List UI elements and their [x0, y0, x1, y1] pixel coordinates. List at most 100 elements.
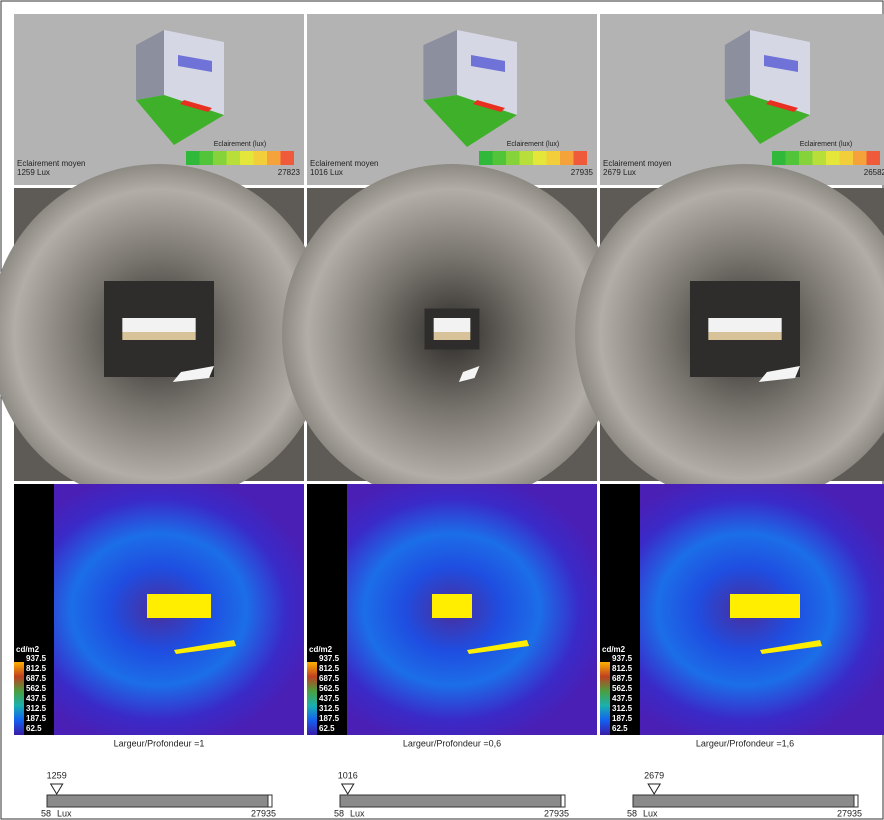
slider-unit: Lux	[57, 808, 72, 818]
slider-value: 2679	[644, 770, 664, 780]
room-floor	[724, 95, 810, 144]
colorbar-tick: 562.5	[26, 684, 47, 693]
colorbar-tick: 312.5	[26, 704, 47, 713]
window-luminance	[432, 594, 472, 618]
legend-cell	[812, 151, 826, 165]
room-sunpatch	[180, 100, 212, 112]
legend-cell	[533, 151, 547, 165]
colorbar-tick: 937.5	[319, 654, 340, 663]
slider-end	[853, 794, 859, 808]
legend-cell	[186, 151, 200, 165]
colorbar-unit: cd/m2	[602, 645, 626, 654]
legend-cell	[267, 151, 281, 165]
legend-cell	[199, 151, 213, 165]
window-light	[708, 318, 782, 332]
scale-max: 26582	[864, 168, 884, 177]
slider-max: 27935	[544, 808, 569, 818]
scale-max: 27823	[278, 168, 301, 177]
slider-min: 58	[41, 808, 51, 818]
colorbar	[307, 662, 317, 735]
room-wall	[423, 30, 457, 100]
slider-min: 58	[334, 808, 344, 818]
colorbar-tick: 437.5	[26, 694, 47, 703]
colorbar-tick: 812.5	[26, 664, 47, 673]
legend-cell	[213, 151, 227, 165]
average-value: 1016 Lux	[310, 168, 343, 177]
slider-bar	[339, 794, 566, 808]
legend-cell	[479, 151, 493, 165]
window-light	[433, 318, 471, 332]
window-luminance	[730, 594, 800, 618]
colorbar-tick: 312.5	[612, 704, 633, 713]
room-wall	[164, 30, 224, 115]
legend-cell	[826, 151, 840, 165]
legend-cell	[519, 151, 533, 165]
window-light	[122, 318, 196, 332]
room-sunpatch	[766, 100, 798, 112]
colorbar-tick: 687.5	[26, 674, 47, 683]
slider-max: 27935	[837, 808, 862, 818]
room-window	[764, 55, 798, 72]
average-label: Eclairement moyen	[603, 159, 671, 168]
legend-cell	[253, 151, 267, 165]
window-sill	[708, 332, 782, 340]
scale-title: Eclairement (lux)	[800, 141, 853, 148]
legend-cell	[492, 151, 506, 165]
caption: Largeur/Profondeur =1	[114, 738, 205, 748]
legend-cell	[506, 151, 520, 165]
colorbar-unit: cd/m2	[309, 645, 333, 654]
colorbar-tick: 687.5	[612, 674, 633, 683]
legend-cell	[573, 151, 587, 165]
room-wall	[136, 30, 164, 100]
legend-cell	[799, 151, 813, 165]
legend-cell	[240, 151, 254, 165]
legend-cell	[839, 151, 853, 165]
legend-cell	[853, 151, 867, 165]
colorbar-tick: 812.5	[319, 664, 340, 673]
average-label: Eclairement moyen	[17, 159, 85, 168]
slider-marker	[340, 783, 355, 795]
sun-patch	[758, 366, 800, 382]
window-luminance	[147, 594, 211, 618]
slider-value: 1259	[47, 770, 67, 780]
slider-value: 1016	[338, 770, 358, 780]
sun-luminance	[467, 640, 529, 654]
sun-luminance	[760, 640, 822, 654]
slider-end	[267, 794, 273, 808]
room-wall	[457, 30, 517, 115]
slider-bar	[46, 794, 273, 808]
average-label: Eclairement moyen	[310, 159, 378, 168]
slider-min: 58	[627, 808, 637, 818]
room-floor	[136, 95, 224, 145]
colorbar-tick: 187.5	[319, 714, 340, 723]
colorbar-tick: 187.5	[612, 714, 633, 723]
colorbar-tick: 562.5	[319, 684, 340, 693]
slider-unit: Lux	[643, 808, 658, 818]
colorbar-tick: 62.5	[319, 724, 335, 733]
scale-max: 27935	[571, 168, 594, 177]
average-value: 2679 Lux	[603, 168, 636, 177]
room-wall	[724, 30, 750, 100]
legend-cell	[546, 151, 560, 165]
colorbar-tick: 62.5	[612, 724, 628, 733]
legend-cell	[785, 151, 799, 165]
colorbar-tick: 187.5	[26, 714, 47, 723]
room-window	[471, 55, 505, 72]
scale-title: Eclairement (lux)	[214, 141, 267, 148]
room-window	[178, 55, 212, 72]
colorbar-tick: 937.5	[26, 654, 47, 663]
colorbar-tick: 437.5	[319, 694, 340, 703]
slider-marker	[647, 783, 662, 795]
colorbar	[14, 662, 24, 735]
slider-unit: Lux	[350, 808, 365, 818]
colorbar-tick: 687.5	[319, 674, 340, 683]
colorbar-tick: 562.5	[612, 684, 633, 693]
window-sill	[122, 332, 196, 340]
scale-title: Eclairement (lux)	[507, 141, 560, 148]
colorbar-tick: 312.5	[319, 704, 340, 713]
sun-patch	[458, 366, 480, 382]
colorbar-tick: 437.5	[612, 694, 633, 703]
caption: Largeur/Profondeur =0,6	[403, 738, 501, 748]
slider-end	[560, 794, 566, 808]
